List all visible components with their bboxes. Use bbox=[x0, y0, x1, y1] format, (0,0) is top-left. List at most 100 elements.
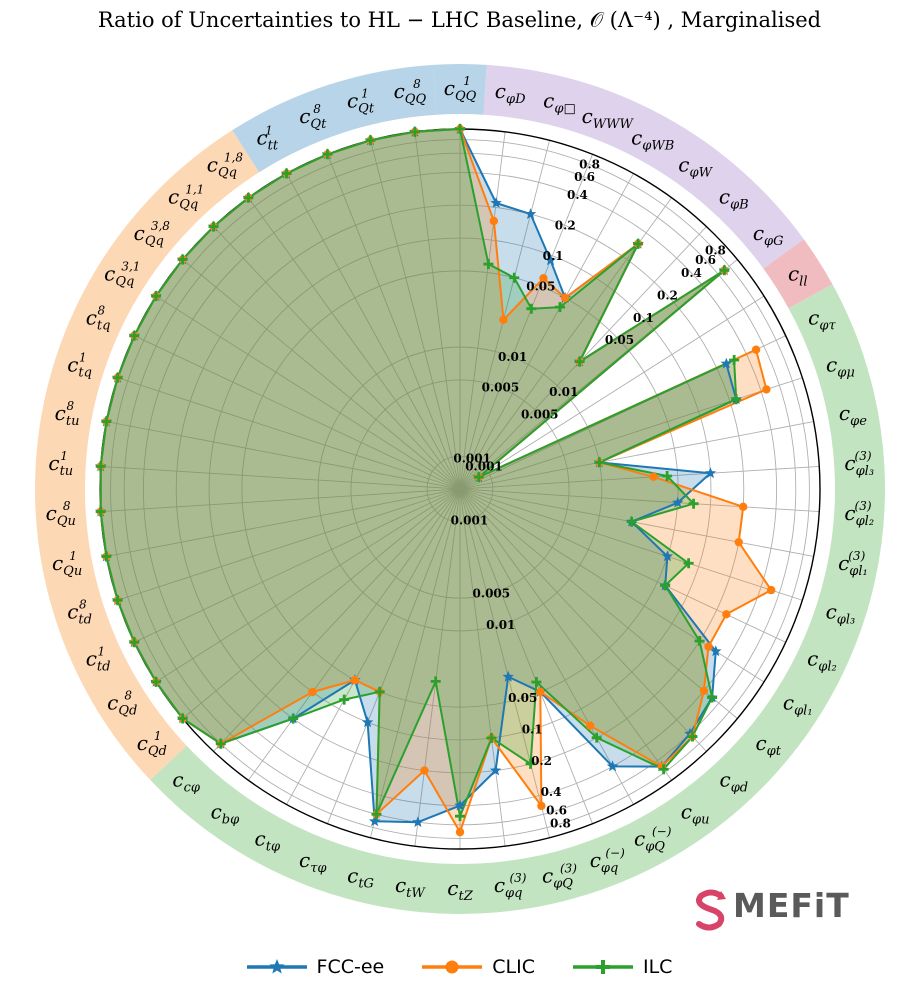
marker-ILC-32 bbox=[177, 713, 188, 724]
marker-ILC-30 bbox=[288, 713, 299, 724]
radial-tick-label-2-0: 0.001 bbox=[451, 513, 489, 527]
coefficient-label-8: cll bbox=[788, 262, 808, 290]
marker-ILC-33 bbox=[151, 676, 162, 687]
coefficient-label-18: cφt bbox=[755, 731, 781, 759]
radar-chart: 0.0010.0050.010.050.10.20.40.60.80.0010.… bbox=[35, 64, 885, 914]
radial-tick-label-1-2: 0.01 bbox=[549, 385, 578, 399]
radial-tick-label-0-2: 0.01 bbox=[498, 350, 527, 364]
coefficient-label-47: cQt8 bbox=[299, 102, 327, 132]
coefficient-label-38: ctu1 bbox=[48, 449, 73, 479]
chart-title: Ratio of Uncertainties to HL − LHC Basel… bbox=[97, 8, 822, 32]
marker-FCC-ee-23 bbox=[502, 670, 514, 682]
grid-spoke-42 bbox=[155, 295, 461, 490]
marker-CLIC-12 bbox=[649, 472, 658, 482]
group-bands bbox=[35, 64, 885, 914]
grid-spoke-44 bbox=[213, 226, 461, 490]
marker-ILC-40 bbox=[112, 372, 123, 383]
marker-ILC-5 bbox=[633, 238, 644, 249]
coefficient-label-40: ctq1 bbox=[67, 350, 92, 380]
grid-spoke-2 bbox=[459, 140, 550, 490]
grid-spoke-1 bbox=[459, 131, 506, 490]
coefficient-label-4: cφWB bbox=[631, 125, 674, 153]
legend-item-ILC: ILC bbox=[572, 956, 673, 978]
marker-ILC-28 bbox=[374, 686, 385, 697]
coefficient-label-20: cφu bbox=[681, 800, 710, 828]
radial-tick-labels: 0.0010.0050.010.050.10.20.40.60.80.0010.… bbox=[451, 157, 726, 830]
marker-ILC-25 bbox=[455, 811, 465, 822]
radial-tick-label-1-4: 0.1 bbox=[633, 311, 654, 325]
legend-item-CLIC: CLIC bbox=[422, 956, 535, 978]
marker-CLIC-21 bbox=[585, 721, 595, 730]
coefficient-label-11: cφe bbox=[839, 401, 867, 429]
grid-spoke-16 bbox=[459, 488, 786, 643]
marker-ILC-2 bbox=[509, 272, 520, 283]
grid-spoke-43 bbox=[182, 259, 461, 490]
grid-spoke-28 bbox=[327, 488, 461, 824]
marker-ILC-13 bbox=[688, 498, 699, 509]
grid-spoke-22 bbox=[459, 488, 593, 824]
marker-FCC-ee-17 bbox=[710, 645, 722, 657]
coefficient-label-46: ctt1 bbox=[256, 123, 278, 153]
marker-CLIC-22 bbox=[536, 687, 545, 696]
radial-tick-label-0-8: 0.8 bbox=[579, 157, 600, 171]
legend-item-FCC-ee: FCC-ee bbox=[246, 956, 385, 978]
coefficient-label-16: cφl₂ bbox=[807, 646, 837, 674]
coefficient-label-9: cφτ bbox=[808, 306, 836, 334]
marker-ILC-10 bbox=[731, 394, 742, 405]
group-band-2 bbox=[763, 239, 833, 309]
coefficient-label-37: cQu8 bbox=[46, 499, 76, 529]
group-band-3 bbox=[150, 284, 885, 914]
coefficient-label-14: cφl₁(3) bbox=[838, 549, 868, 579]
grid-spoke-26 bbox=[414, 488, 461, 847]
coefficient-label-5: cφW bbox=[678, 152, 713, 180]
grid-spoke-15 bbox=[459, 488, 803, 601]
marker-ILC-46 bbox=[281, 168, 292, 179]
grid-spoke-20 bbox=[459, 488, 672, 781]
grid-spoke-29 bbox=[286, 488, 461, 805]
grid-spoke-45 bbox=[248, 197, 461, 490]
marker-CLIC-26 bbox=[420, 766, 429, 775]
grid-spoke-46 bbox=[286, 173, 461, 490]
marker-CLIC-17 bbox=[704, 642, 713, 651]
radial-tick-label-1-8: 0.8 bbox=[705, 244, 726, 258]
coefficient-label-29: ctφ bbox=[255, 827, 281, 855]
grid-spoke-21 bbox=[459, 488, 634, 805]
grid-spoke-41 bbox=[134, 335, 461, 490]
legend-label-ILC: ILC bbox=[642, 956, 673, 978]
grid-spoke-8 bbox=[459, 295, 765, 490]
group-band-4 bbox=[35, 130, 260, 780]
marker-ILC-43 bbox=[177, 254, 188, 265]
marker-CLIC-3 bbox=[539, 273, 548, 283]
marker-ILC-24 bbox=[486, 732, 497, 743]
marker-ILC-44 bbox=[208, 221, 219, 232]
coefficient-label-33: cQd8 bbox=[107, 688, 137, 718]
marker-CLIC-23 bbox=[537, 801, 546, 811]
marker-CLIC-10 bbox=[762, 385, 771, 394]
grid-spoke-3 bbox=[459, 154, 593, 490]
grid-spoke-14 bbox=[459, 488, 814, 557]
marker-FCC-ee-12 bbox=[704, 467, 717, 479]
radial-tick-label-2-3: 0.05 bbox=[508, 691, 537, 705]
marker-FCC-ee-19 bbox=[684, 727, 696, 739]
grid-spoke-33 bbox=[155, 488, 461, 683]
marker-CLIC-14 bbox=[734, 537, 743, 547]
marker-ILC-21 bbox=[591, 732, 602, 743]
marker-ILC-14 bbox=[626, 516, 637, 527]
coefficient-label-13: cφl₂(3) bbox=[844, 499, 874, 529]
grid-spoke-27 bbox=[370, 488, 461, 838]
marker-CLIC-15 bbox=[766, 585, 776, 595]
marker-ILC-35 bbox=[112, 595, 123, 606]
coefficient-label-30: cbφ bbox=[211, 800, 241, 828]
marker-ILC-9 bbox=[729, 354, 740, 365]
radial-tick-label-1-1: 0.005 bbox=[521, 408, 559, 422]
marker-ILC-38 bbox=[95, 461, 106, 472]
marker-ILC-47 bbox=[322, 149, 333, 160]
series-fill-CLIC bbox=[100, 129, 772, 833]
legend-label-FCC-ee: FCC-ee bbox=[316, 956, 385, 978]
smefit-s-icon bbox=[696, 889, 726, 931]
group-band-5 bbox=[232, 64, 437, 173]
coefficient-label-0: cQQ1 bbox=[444, 74, 477, 104]
radial-tick-label-1-6: 0.4 bbox=[681, 266, 702, 280]
marker-ILC-20 bbox=[658, 764, 669, 775]
